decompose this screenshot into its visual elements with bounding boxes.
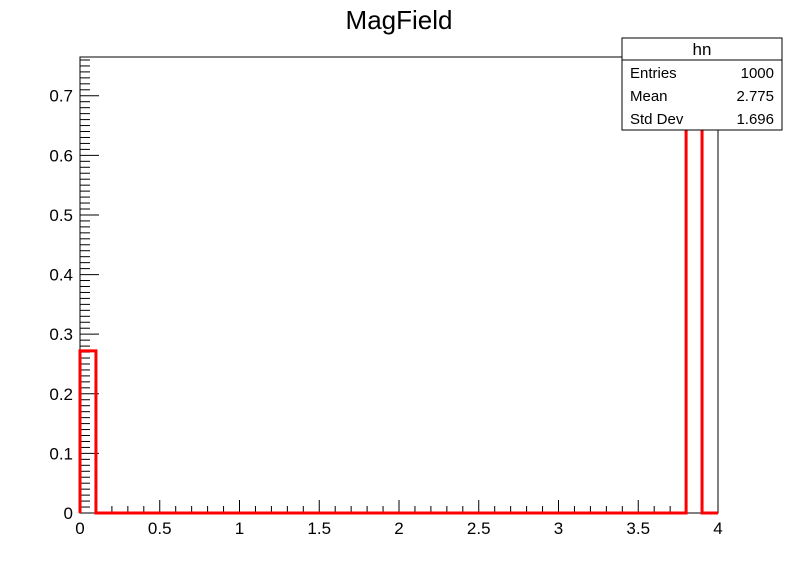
y-tick-label: 0.2 <box>49 385 73 404</box>
histogram-series <box>78 77 718 515</box>
x-tick-label: 4 <box>713 519 722 538</box>
x-tick-label: 1.5 <box>307 519 331 538</box>
x-tick-label: 3.5 <box>626 519 650 538</box>
x-tick-label: 2 <box>394 519 403 538</box>
x-tick-label: 1 <box>235 519 244 538</box>
stats-entries-value: 1000 <box>741 65 774 82</box>
stats-stddev-value: 1.696 <box>736 111 774 128</box>
y-tick-label: 0.7 <box>49 87 73 106</box>
y-tick-label: 0.1 <box>49 444 73 463</box>
x-tick-label: 2.5 <box>467 519 491 538</box>
x-tick-label: 3 <box>554 519 563 538</box>
stats-box-title: hn <box>693 40 712 59</box>
stats-box: hn Entries 1000 Mean 2.775 Std Dev 1.696 <box>621 37 783 131</box>
y-tick-label: 0.5 <box>49 206 73 225</box>
x-tick-label: 0 <box>75 519 84 538</box>
y-tick-label: 0.4 <box>49 266 73 285</box>
x-tick-label: 0.5 <box>148 519 172 538</box>
chart-title: MagField <box>346 5 453 35</box>
stats-box-frame <box>621 37 783 131</box>
stats-stddev-label: Std Dev <box>630 111 684 128</box>
stats-mean-value: 2.775 <box>736 88 774 105</box>
y-tick-label: 0.6 <box>49 146 73 165</box>
axes: 0 0.5 1 1.5 2 2.5 3 3.5 4 0 0.1 0.2 0.3 0.4 0.5 0.6 0.7 <box>49 56 723 538</box>
y-tick-label: 0.3 <box>49 325 73 344</box>
stats-entries-label: Entries <box>630 65 677 82</box>
stats-mean-label: Mean <box>630 88 668 105</box>
y-tick-label: 0 <box>64 504 73 523</box>
